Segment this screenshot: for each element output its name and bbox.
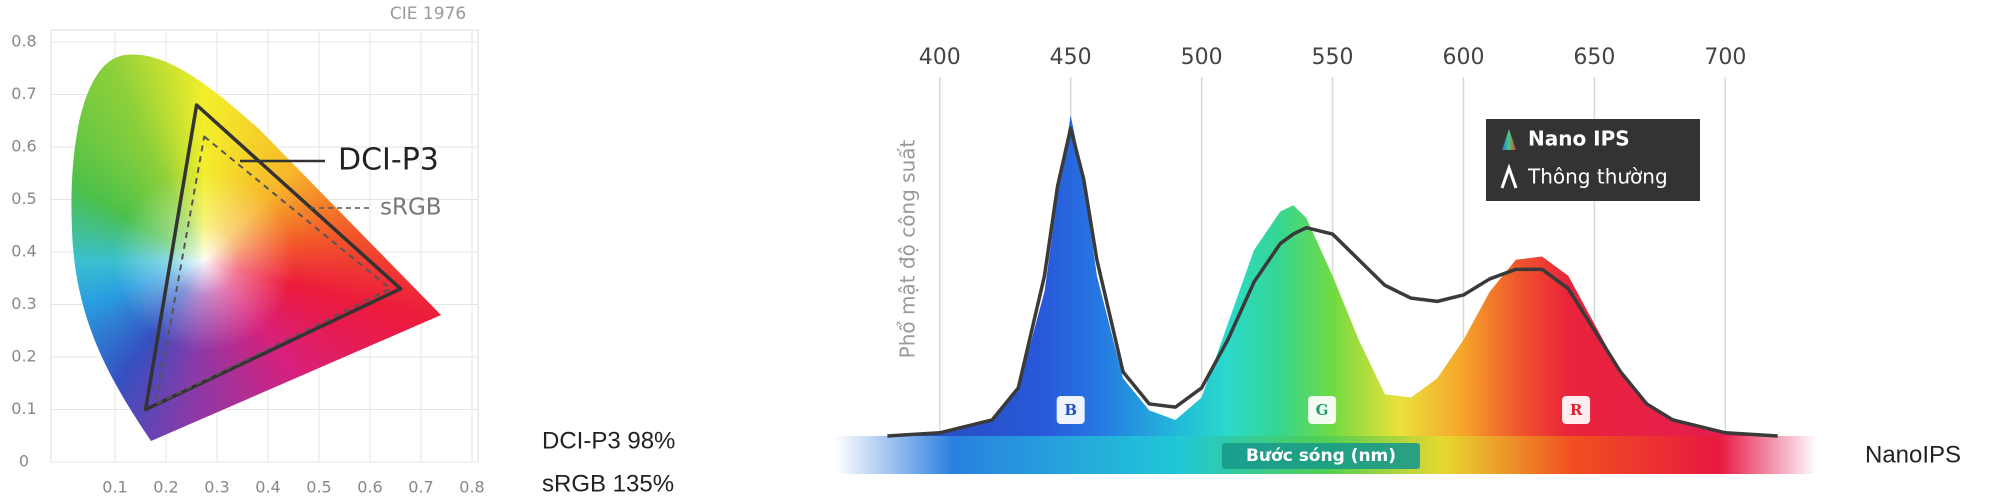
x-tick-label: 0.2 <box>153 478 178 497</box>
x-tick-label: 550 <box>1312 45 1354 70</box>
x-tick-label: 500 <box>1181 45 1223 70</box>
gamut-triangle <box>154 135 392 406</box>
y-tick-label: 0.5 <box>11 189 36 208</box>
x-tick-label: 450 <box>1050 45 1092 70</box>
y-tick-label: 0 <box>19 452 29 471</box>
legend-icon <box>1502 129 1516 150</box>
legend-label: Thông thường <box>1527 165 1668 189</box>
caption: NanoIPS <box>1865 441 1961 468</box>
x-axis-label: Bước sóng (nm) <box>1246 446 1396 466</box>
y-tick-label: 0.7 <box>11 84 36 103</box>
y-tick-label: 0.1 <box>11 399 36 418</box>
band-badge <box>1562 396 1591 424</box>
legend-label: Nano IPS <box>1528 127 1630 151</box>
y-tick-label: 0.8 <box>11 32 36 51</box>
note: DCI-P3 98% <box>542 427 675 454</box>
x-tick-label: 0.4 <box>255 478 280 497</box>
series-label: DCI-P3 <box>338 143 439 178</box>
x-tick-label: 0.5 <box>306 478 331 497</box>
y-tick-label: 0.3 <box>11 294 36 313</box>
legend-icon <box>1500 163 1518 189</box>
y-axis-label: Phổ mật độ công suất <box>896 139 920 358</box>
x-tick-label: 0.1 <box>102 478 127 497</box>
y-tick-label: 0.6 <box>11 137 36 156</box>
x-label-box <box>1222 443 1420 469</box>
spectrum-line <box>887 126 1778 438</box>
y-tick-label: 0.4 <box>11 242 36 261</box>
y-tick-label: 0.2 <box>11 347 36 366</box>
x-tick-label: 400 <box>919 45 961 70</box>
gamut-triangle <box>143 103 403 412</box>
chart-title: CIE 1976 <box>390 4 466 24</box>
spectrum-area <box>887 115 1778 436</box>
x-tick-label: 0.6 <box>357 478 382 497</box>
band-badge <box>1308 396 1337 424</box>
band-label: B <box>1064 401 1077 419</box>
x-tick-label: 700 <box>1704 45 1746 70</box>
x-tick-label: 600 <box>1442 45 1484 70</box>
note: sRGB 135% <box>542 470 674 497</box>
x-tick-label: 650 <box>1573 45 1615 70</box>
x-tick-label: 0.7 <box>408 478 433 497</box>
x-tick-label: 0.3 <box>204 478 229 497</box>
series-label: sRGB <box>380 195 442 221</box>
legend-box <box>1486 119 1700 201</box>
band-label: R <box>1570 401 1583 419</box>
band-badge <box>1056 396 1085 424</box>
band-label: G <box>1316 401 1329 419</box>
x-tick-label: 0.8 <box>459 478 484 497</box>
